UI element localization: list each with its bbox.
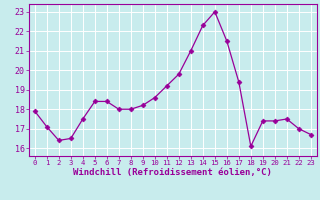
X-axis label: Windchill (Refroidissement éolien,°C): Windchill (Refroidissement éolien,°C) bbox=[73, 168, 272, 177]
